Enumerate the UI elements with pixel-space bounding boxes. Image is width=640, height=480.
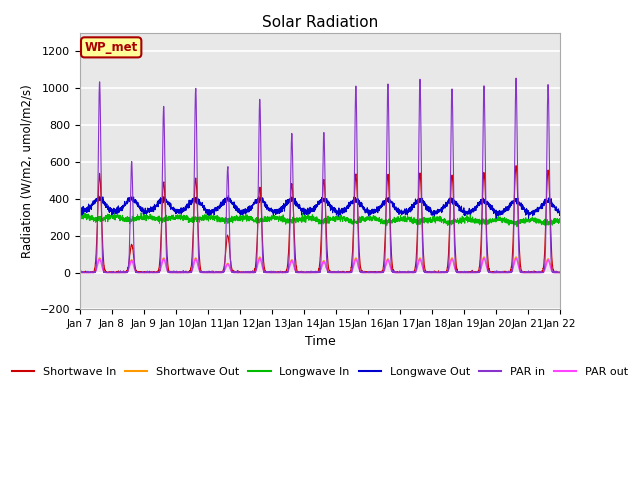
Title: Solar Radiation: Solar Radiation [262, 15, 378, 30]
Y-axis label: Radiation (W/m2, umol/m2/s): Radiation (W/m2, umol/m2/s) [21, 84, 34, 258]
X-axis label: Time: Time [305, 335, 335, 348]
Legend: Shortwave In, Shortwave Out, Longwave In, Longwave Out, PAR in, PAR out: Shortwave In, Shortwave Out, Longwave In… [7, 362, 633, 382]
Text: WP_met: WP_met [84, 41, 138, 54]
